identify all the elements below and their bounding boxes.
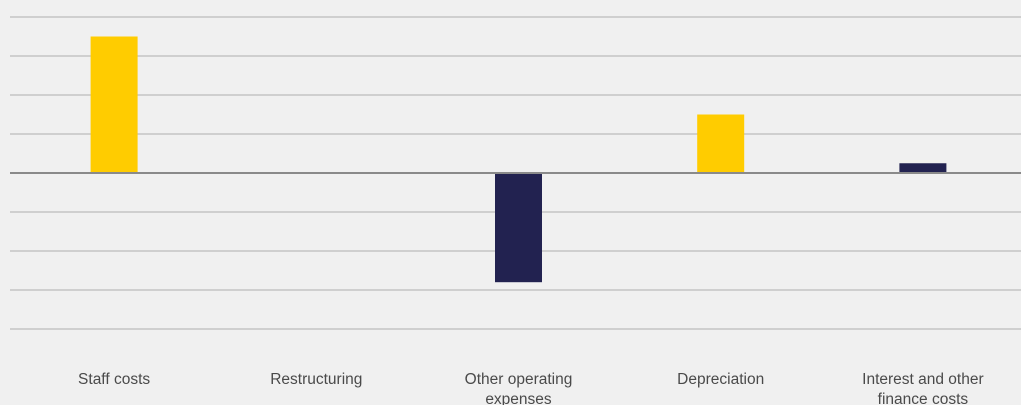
category-label-line: Other operating xyxy=(465,371,573,388)
category-label-line: Interest and other xyxy=(862,371,984,388)
category-label: Depreciation xyxy=(677,371,764,388)
category-label: Restructuring xyxy=(270,371,362,388)
category-label-line: finance costs xyxy=(878,391,969,405)
bar xyxy=(495,173,542,283)
category-label-line: Staff costs xyxy=(78,371,150,388)
bar xyxy=(90,36,138,173)
category-label: Staff costs xyxy=(78,371,150,388)
category-label-line: Restructuring xyxy=(270,371,362,388)
bar xyxy=(697,114,745,173)
category-label-line: expenses xyxy=(485,391,552,405)
category-label: Other operating expenses xyxy=(465,371,573,405)
category-labels: Staff costs Restructuring Other operating e… xyxy=(78,371,984,405)
bars xyxy=(90,36,947,283)
category-label-line: Depreciation xyxy=(677,371,764,388)
bar xyxy=(899,163,947,173)
category-label: Interest and other finance costs xyxy=(862,371,984,405)
